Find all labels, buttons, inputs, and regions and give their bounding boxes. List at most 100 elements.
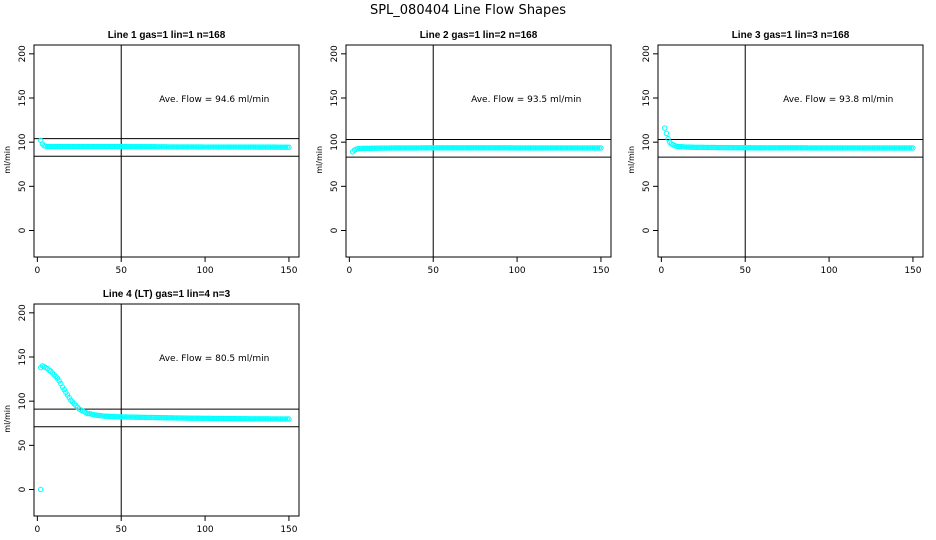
data-point bbox=[422, 145, 428, 151]
data-point bbox=[727, 144, 733, 151]
data-point bbox=[789, 145, 795, 151]
data-point bbox=[777, 145, 784, 151]
data-point bbox=[91, 143, 98, 150]
data-point bbox=[64, 143, 71, 150]
data-point bbox=[710, 144, 717, 151]
x-tick-label: 0 bbox=[346, 266, 352, 276]
data-point bbox=[254, 416, 260, 422]
data-point bbox=[245, 416, 252, 422]
data-point bbox=[844, 145, 851, 151]
data-point bbox=[747, 145, 753, 151]
x-tick-label: 100 bbox=[508, 266, 525, 276]
data-point bbox=[754, 145, 760, 151]
y-tick-label: 100 bbox=[18, 392, 28, 409]
data-point bbox=[861, 145, 867, 151]
data-point bbox=[735, 144, 742, 151]
data-point bbox=[49, 143, 56, 150]
data-point bbox=[760, 145, 767, 151]
data-point bbox=[415, 145, 421, 151]
data-point bbox=[469, 145, 475, 151]
data-point bbox=[569, 145, 576, 151]
data-point bbox=[133, 414, 140, 420]
data-point bbox=[371, 145, 378, 151]
data-point bbox=[111, 143, 118, 150]
data-point bbox=[235, 144, 242, 150]
data-point bbox=[589, 145, 596, 151]
data-point bbox=[557, 145, 564, 151]
data-point bbox=[428, 145, 435, 151]
data-point bbox=[566, 145, 572, 151]
data-point bbox=[903, 145, 909, 151]
data-point bbox=[390, 145, 396, 151]
panels: Line 1 gas=1 lin=1 n=168 0 50 100 150 0 50 100 1… bbox=[3, 30, 924, 535]
data-point bbox=[257, 416, 264, 422]
data-point bbox=[76, 143, 82, 150]
data-point bbox=[251, 144, 257, 150]
data-point bbox=[470, 145, 477, 151]
data-point bbox=[135, 414, 141, 420]
data-point bbox=[574, 145, 581, 151]
data-point bbox=[568, 145, 574, 151]
data-point bbox=[59, 143, 66, 150]
data-point bbox=[512, 145, 519, 151]
data-point bbox=[717, 144, 723, 151]
data-point bbox=[405, 145, 411, 151]
data-point bbox=[120, 414, 126, 420]
data-point bbox=[866, 145, 873, 151]
data-point bbox=[779, 145, 785, 151]
data-point bbox=[552, 145, 559, 151]
data-point bbox=[859, 145, 866, 151]
data-point bbox=[215, 144, 222, 150]
data-point bbox=[551, 145, 557, 151]
data-point bbox=[799, 145, 805, 151]
data-point bbox=[821, 145, 827, 151]
data-point bbox=[584, 145, 591, 151]
data-point bbox=[269, 416, 275, 422]
data-point bbox=[843, 145, 849, 151]
data-point bbox=[135, 144, 141, 150]
data-point bbox=[286, 416, 292, 422]
data-point bbox=[782, 145, 789, 151]
data-point bbox=[148, 414, 155, 421]
y-tick-label: 200 bbox=[18, 45, 28, 62]
data-point bbox=[242, 416, 249, 422]
data-point bbox=[192, 144, 198, 150]
average-flow-annotation: Ave. Flow = 80.5 ml/min bbox=[159, 354, 269, 364]
y-tick-label: 150 bbox=[18, 89, 28, 106]
data-point bbox=[140, 414, 146, 421]
data-point bbox=[851, 145, 857, 151]
data-point bbox=[443, 145, 450, 151]
x-tick-label: 100 bbox=[820, 266, 837, 276]
data-point bbox=[252, 416, 259, 422]
data-point bbox=[259, 144, 265, 150]
data-point bbox=[251, 416, 257, 422]
data-point bbox=[703, 144, 710, 151]
data-point bbox=[500, 145, 507, 151]
data-point bbox=[125, 414, 131, 420]
data-point bbox=[869, 145, 876, 151]
data-point bbox=[767, 145, 774, 151]
data-point bbox=[792, 145, 799, 151]
data-point bbox=[195, 415, 202, 421]
data-point bbox=[277, 144, 284, 150]
data-point bbox=[234, 144, 240, 150]
data-point bbox=[437, 145, 443, 151]
data-point bbox=[467, 145, 473, 151]
data-point bbox=[762, 145, 769, 151]
data-point bbox=[192, 415, 198, 421]
data-point bbox=[524, 145, 530, 151]
data-point bbox=[199, 144, 205, 150]
data-point bbox=[239, 415, 245, 422]
y-axis-label: ml/min bbox=[3, 405, 12, 433]
data-point bbox=[141, 144, 148, 150]
data-point bbox=[212, 415, 218, 422]
panel-title: Line 2 gas=1 lin=2 n=168 bbox=[420, 30, 538, 41]
data-point bbox=[489, 145, 495, 151]
data-point bbox=[193, 144, 200, 150]
data-point bbox=[143, 414, 150, 421]
panel-title: Line 3 gas=1 lin=3 n=168 bbox=[732, 30, 850, 41]
data-point bbox=[477, 145, 483, 151]
data-point bbox=[695, 144, 701, 151]
data-point bbox=[214, 144, 220, 150]
data-point bbox=[906, 145, 913, 151]
